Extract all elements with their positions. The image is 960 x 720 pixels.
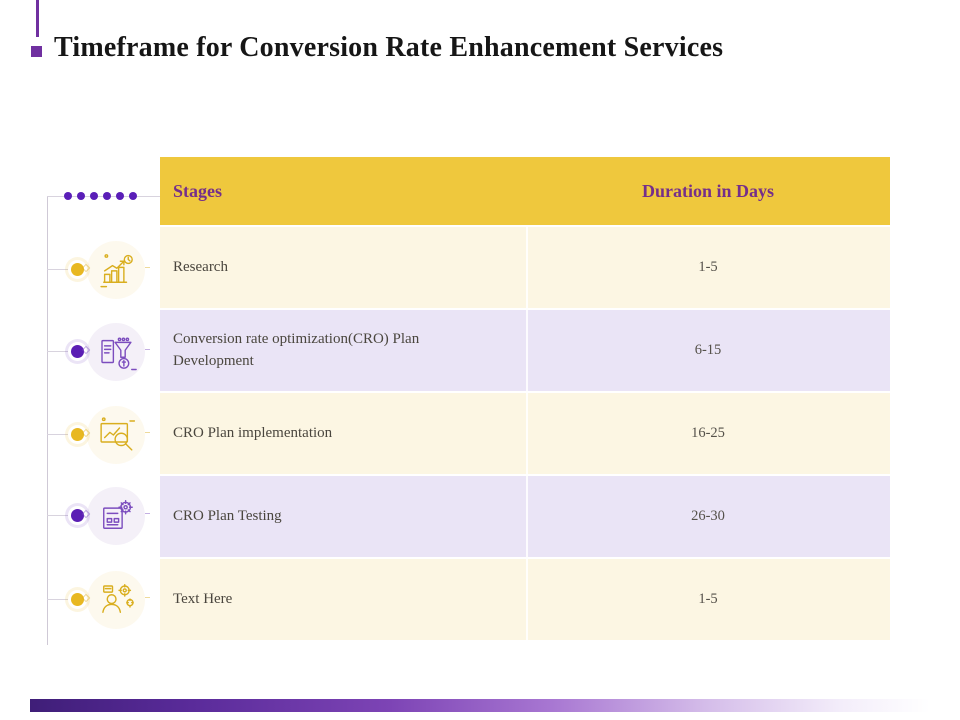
stage-cell: Conversion rate optimization(CRO) Plan D… xyxy=(160,310,528,391)
duration-cell: 26-30 xyxy=(691,508,725,524)
analytics-chart-icon xyxy=(87,241,150,299)
timeline-vertical-line xyxy=(47,196,48,645)
header-duration: Duration in Days xyxy=(641,180,775,201)
timeframe-table: Stages Duration in Days Research 1-5 Con… xyxy=(160,157,890,640)
header-stages: Stages xyxy=(173,180,222,201)
stage-cell: CRO Plan implementation xyxy=(160,393,528,474)
timeline-dot xyxy=(103,192,111,200)
stage-label: Conversion rate optimization(CRO) Plan D… xyxy=(173,330,420,369)
timeline-dot xyxy=(129,192,137,200)
stage-label: Text Here xyxy=(173,590,233,607)
footer-gradient-bar xyxy=(30,699,930,712)
duration-cell: 6-15 xyxy=(694,342,722,358)
duration-cell: 1-5 xyxy=(698,259,718,275)
timeline-dot xyxy=(90,192,98,200)
timeline-bullet xyxy=(71,593,84,606)
title-bullet-marker xyxy=(31,46,42,57)
table-row: Conversion rate optimization(CRO) Plan D… xyxy=(160,310,890,391)
stage-label: CRO Plan Testing xyxy=(173,507,282,524)
stage-cell: Research xyxy=(160,227,528,308)
table-row: CRO Plan Testing 26-30 xyxy=(160,476,890,557)
timeline-connector xyxy=(47,434,72,435)
table-header-row: Stages Duration in Days xyxy=(160,157,890,225)
duration-cell: 16-25 xyxy=(691,425,725,441)
conversion-funnel-icon xyxy=(87,323,150,381)
timeline-connector xyxy=(47,515,72,516)
timeline-item-research xyxy=(40,241,160,299)
timeline-item-text-here xyxy=(40,571,160,629)
person-gear-icon xyxy=(87,571,150,629)
timeline-item-plan-development xyxy=(40,323,160,381)
stage-cell: CRO Plan Testing xyxy=(160,476,528,557)
screen-magnifier-icon xyxy=(87,406,150,464)
timeline-connector xyxy=(47,351,72,352)
stage-cell: Text Here xyxy=(160,559,528,640)
document-gear-icon xyxy=(87,487,150,545)
timeline-item-plan-testing xyxy=(40,487,160,545)
table-row: Text Here 1-5 xyxy=(160,559,890,640)
timeline-bullet xyxy=(71,509,84,522)
timeline-dot xyxy=(64,192,72,200)
stage-label: CRO Plan implementation xyxy=(173,424,333,441)
timeline-bullet xyxy=(71,345,84,358)
timeline-dot xyxy=(116,192,124,200)
timeline-bullet xyxy=(71,263,84,276)
table-row: CRO Plan implementation 16-25 xyxy=(160,393,890,474)
duration-cell: 1-5 xyxy=(698,591,718,607)
timeline-bullet xyxy=(71,428,84,441)
timeline-item-plan-implementation xyxy=(40,406,160,464)
timeline-connector xyxy=(47,599,72,600)
stage-label: Research xyxy=(173,258,228,275)
table-row: Research 1-5 xyxy=(160,227,890,308)
page-title: Timeframe for Conversion Rate Enhancemen… xyxy=(54,32,724,63)
timeline-dot xyxy=(77,192,85,200)
timeline-connector xyxy=(47,269,72,270)
title-accent-line xyxy=(36,0,39,37)
